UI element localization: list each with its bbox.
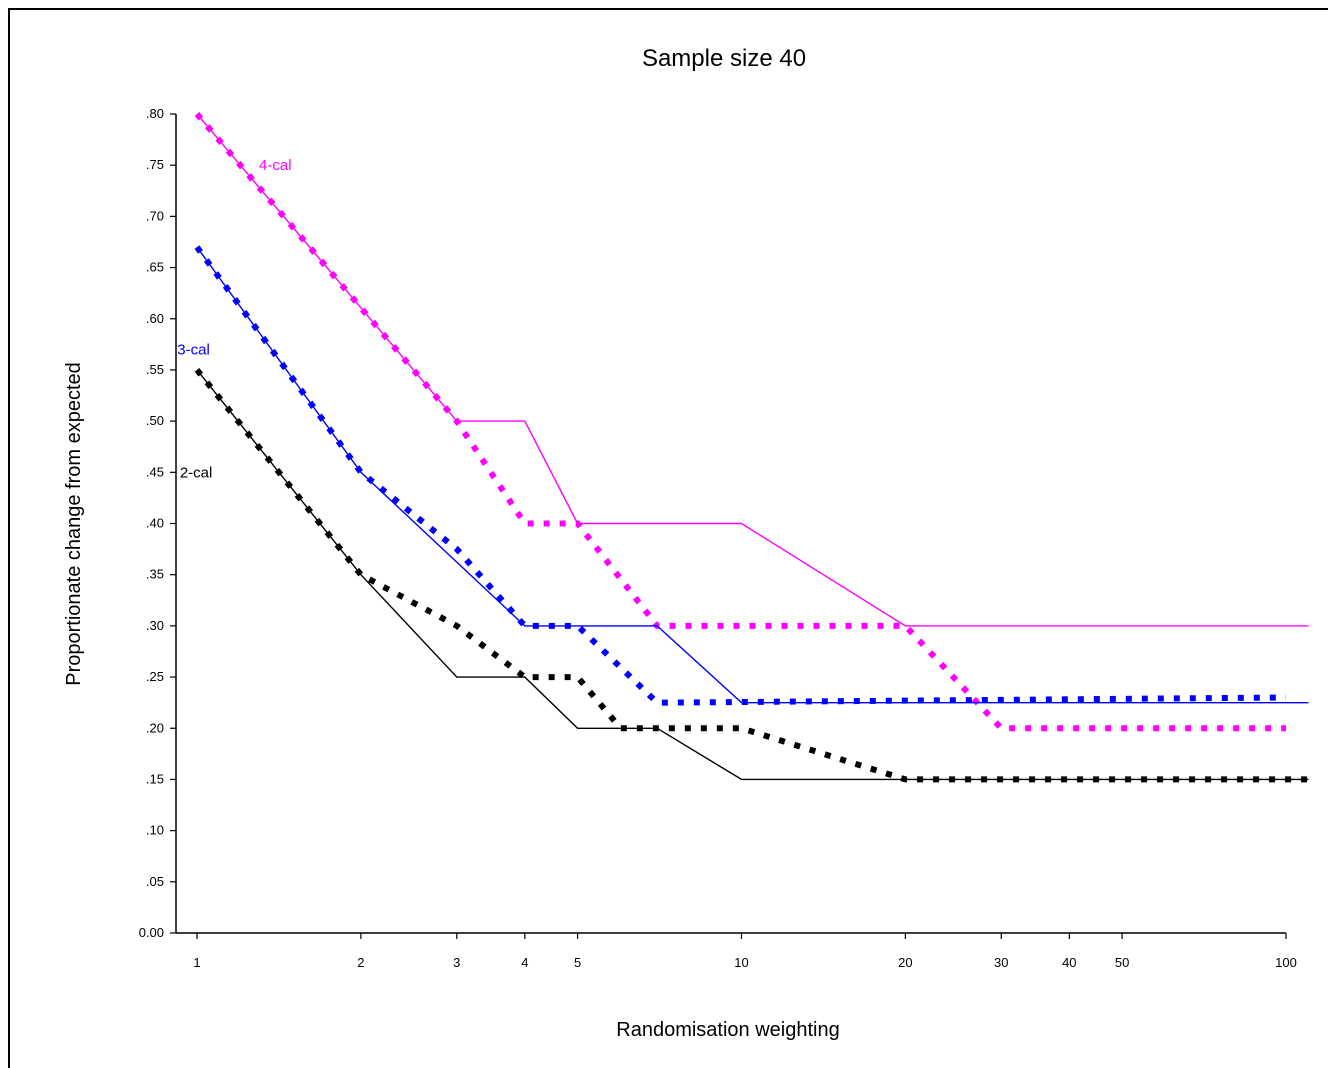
series-layer <box>194 112 1309 783</box>
axes: 0.00 .05 .10 .15 .20 .25 .30 .35 .40 .45 .50 .55 .60… <box>139 106 1297 970</box>
series-line-3-cal-solid <box>196 246 1309 704</box>
series-line-2-cal-solid <box>196 369 1309 781</box>
series-label-2-cal: 2-cal <box>180 464 213 481</box>
y-tick-label: .45 <box>146 464 164 479</box>
series-label-4-cal: 4-cal <box>259 157 292 174</box>
y-tick-label: .75 <box>146 157 164 172</box>
y-tick-label: .10 <box>146 823 164 838</box>
y-tick-label: .40 <box>146 516 164 531</box>
chart-frame <box>8 8 1328 1068</box>
series-label-3-cal: 3-cal <box>177 341 210 358</box>
y-tick-label: .15 <box>146 771 164 786</box>
y-tick-label: .35 <box>146 567 164 582</box>
x-axis-label: Randomisation weighting <box>616 1019 839 1041</box>
y-tick-label: .80 <box>146 106 164 121</box>
y-tick-label: .25 <box>146 669 164 684</box>
y-tick-label: .55 <box>146 362 164 377</box>
series-line-3-cal-dotted <box>194 245 1287 706</box>
x-tick-label: 2 <box>357 955 364 970</box>
y-tick-label: .20 <box>146 720 164 735</box>
x-tick-label: 30 <box>994 955 1008 970</box>
y-tick-label: .70 <box>146 208 164 223</box>
x-tick-label: 3 <box>453 955 460 970</box>
series-line-2-cal-dotted <box>194 368 1309 783</box>
series-line-4-cal-dotted <box>194 112 1286 732</box>
x-tick-label: 40 <box>1062 955 1076 970</box>
x-tick-label: 5 <box>574 955 581 970</box>
chart-title: Sample size 40 <box>642 45 806 72</box>
x-tick-label: 1 <box>193 955 200 970</box>
x-tick-label: 100 <box>1275 955 1297 970</box>
y-tick-label: .50 <box>146 413 164 428</box>
x-tick-label: 10 <box>734 955 748 970</box>
y-tick-label: .60 <box>146 311 164 326</box>
series-line-4-cal-solid <box>196 113 1309 627</box>
x-tick-label: 50 <box>1115 955 1129 970</box>
annotation-layer: 4-cal 3-cal 2-cal <box>177 157 291 481</box>
y-axis-label: Proportionate change from expected <box>63 362 85 686</box>
y-tick-label: .65 <box>146 260 164 275</box>
x-tick-label: 4 <box>521 955 528 970</box>
y-tick-label: .05 <box>146 874 164 889</box>
x-tick-label: 20 <box>898 955 912 970</box>
y-tick-label: .30 <box>146 618 164 633</box>
y-tick-label: 0.00 <box>139 925 164 940</box>
